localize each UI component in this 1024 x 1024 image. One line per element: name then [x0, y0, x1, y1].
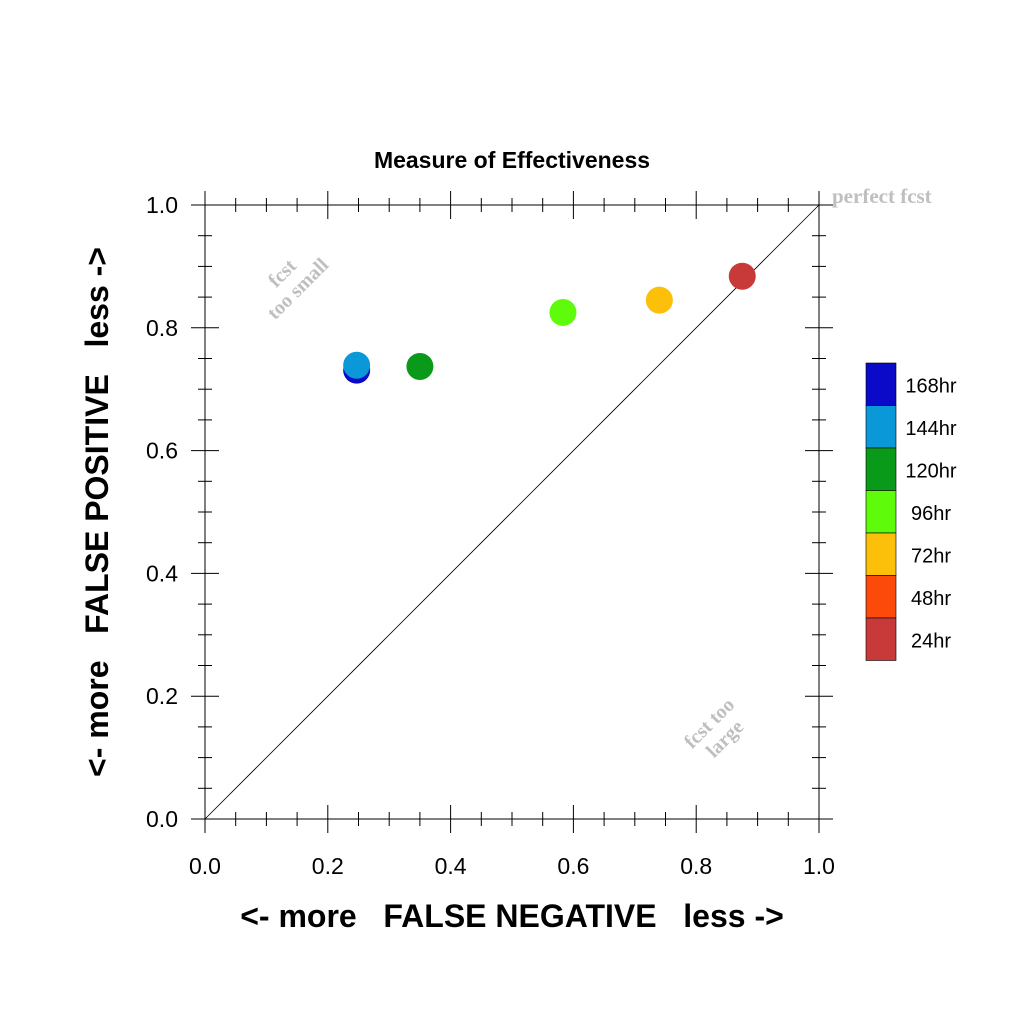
x-tick-label: 0.4	[435, 853, 467, 879]
x-tick-label: 0.6	[557, 853, 589, 879]
y-tick-label: 0.8	[146, 315, 178, 341]
data-points	[343, 262, 756, 384]
x-tick-label: 1.0	[803, 853, 835, 879]
legend-label-72hr: 72hr	[911, 545, 951, 567]
y-tick-label: 0.4	[146, 560, 178, 586]
x-tick-labels: 0.0 0.2 0.4 0.6 0.8 1.0	[189, 853, 835, 879]
legend-label-120hr: 120hr	[905, 460, 956, 482]
data-point-72hr	[645, 286, 673, 314]
legend-swatch-168hr	[865, 362, 897, 406]
legend: 168hr 144hr 120hr 96hr 72hr 48hr 24hr	[865, 362, 957, 661]
legend-swatch-144hr	[865, 405, 897, 449]
axis-ticks	[191, 191, 833, 833]
x-tick-label: 0.8	[680, 853, 712, 879]
legend-swatch-24hr	[865, 617, 897, 661]
legend-label-48hr: 48hr	[911, 588, 951, 610]
annotation-fcst-too-small: fcst too small	[263, 254, 333, 324]
legend-label-96hr: 96hr	[911, 503, 951, 525]
data-point-120hr	[406, 352, 434, 380]
y-tick-label: 0.0	[146, 806, 178, 832]
data-point-144hr	[343, 351, 371, 379]
legend-swatch-120hr	[865, 447, 897, 491]
y-tick-label: 1.0	[146, 192, 178, 218]
annotation-fcst-too-large: fcst too large	[680, 694, 748, 762]
legend-swatch-96hr	[865, 490, 897, 534]
x-axis-label: <- more FALSE NEGATIVE less ->	[240, 898, 784, 934]
y-tick-label: 0.6	[146, 438, 178, 464]
x-tick-label: 0.0	[189, 853, 221, 879]
legend-label-144hr: 144hr	[905, 418, 956, 440]
y-axis-label: <- more FALSE POSITIVE less ->	[79, 247, 115, 777]
y-tick-label: 0.2	[146, 683, 178, 709]
y-tick-labels: 0.0 0.2 0.4 0.6 0.8 1.0	[146, 192, 178, 832]
legend-label-168hr: 168hr	[905, 375, 956, 397]
legend-label-24hr: 24hr	[911, 630, 951, 652]
x-tick-label: 0.2	[312, 853, 344, 879]
chart-title: Measure of Effectiveness	[374, 147, 650, 173]
legend-swatch-72hr	[865, 532, 897, 576]
legend-swatch-48hr	[865, 575, 897, 619]
data-point-24hr	[728, 262, 756, 290]
perfect-forecast-line	[204, 204, 820, 820]
data-point-96hr	[549, 298, 577, 326]
annotation-small-line2: too small	[263, 254, 333, 324]
annotation-perfect-fcst: perfect fcst	[832, 184, 932, 208]
